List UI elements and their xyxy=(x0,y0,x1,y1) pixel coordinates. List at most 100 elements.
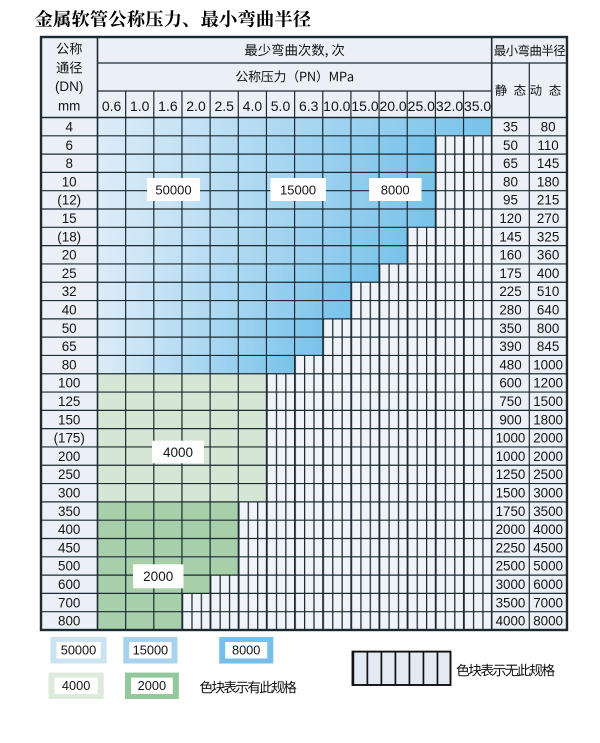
svg-text:400: 400 xyxy=(537,266,559,281)
svg-text:120: 120 xyxy=(499,211,521,226)
svg-text:400: 400 xyxy=(58,522,80,537)
svg-text:10: 10 xyxy=(62,174,77,189)
svg-text:150: 150 xyxy=(58,412,80,427)
svg-text:40: 40 xyxy=(62,303,77,318)
svg-text:300: 300 xyxy=(58,486,80,501)
svg-text:4.0: 4.0 xyxy=(243,98,263,114)
svg-text:600: 600 xyxy=(58,577,80,592)
svg-text:4: 4 xyxy=(65,120,73,135)
svg-text:160: 160 xyxy=(499,248,521,263)
svg-text:800: 800 xyxy=(537,321,559,336)
svg-text:325: 325 xyxy=(537,229,559,244)
svg-text:(DN): (DN) xyxy=(55,79,84,94)
svg-text:270: 270 xyxy=(537,211,559,226)
svg-text:350: 350 xyxy=(58,504,80,519)
svg-text:175: 175 xyxy=(499,266,521,281)
svg-text:215: 215 xyxy=(537,193,559,208)
svg-text:3000: 3000 xyxy=(496,577,526,592)
svg-text:15000: 15000 xyxy=(280,182,316,197)
svg-text:250: 250 xyxy=(58,467,80,482)
svg-text:600: 600 xyxy=(499,376,521,391)
svg-text:8000: 8000 xyxy=(232,643,260,658)
svg-text:1200: 1200 xyxy=(533,376,563,391)
svg-text:4000: 4000 xyxy=(163,445,193,460)
svg-text:50000: 50000 xyxy=(155,182,191,197)
svg-text:95: 95 xyxy=(503,193,518,208)
svg-text:280: 280 xyxy=(499,303,521,318)
svg-text:20: 20 xyxy=(62,248,77,263)
svg-text:390: 390 xyxy=(499,339,521,354)
svg-text:10.0: 10.0 xyxy=(323,98,350,114)
svg-text:2500: 2500 xyxy=(533,467,563,482)
svg-text:5000: 5000 xyxy=(533,559,563,574)
svg-text:1500: 1500 xyxy=(496,486,526,501)
svg-text:500: 500 xyxy=(58,559,80,574)
svg-text:65: 65 xyxy=(503,156,518,171)
svg-text:4000: 4000 xyxy=(62,678,90,693)
svg-text:80: 80 xyxy=(541,120,556,135)
svg-text:50000: 50000 xyxy=(61,643,97,658)
svg-text:20.0: 20.0 xyxy=(379,98,406,114)
svg-text:480: 480 xyxy=(499,357,521,372)
svg-text:900: 900 xyxy=(499,412,521,427)
svg-text:2.0: 2.0 xyxy=(186,98,206,114)
svg-text:845: 845 xyxy=(537,339,559,354)
svg-text:1.6: 1.6 xyxy=(158,98,178,114)
svg-text:1000: 1000 xyxy=(533,357,563,372)
svg-text:640: 640 xyxy=(537,303,559,318)
svg-text:8: 8 xyxy=(65,156,72,171)
svg-text:100: 100 xyxy=(58,376,80,391)
svg-text:5.0: 5.0 xyxy=(271,98,291,114)
svg-text:360: 360 xyxy=(537,248,559,263)
svg-text:50: 50 xyxy=(62,321,77,336)
svg-text:8000: 8000 xyxy=(381,182,410,197)
svg-text:700: 700 xyxy=(58,595,80,610)
svg-text:4000: 4000 xyxy=(496,614,526,629)
svg-text:7000: 7000 xyxy=(533,595,563,610)
svg-text:mm: mm xyxy=(58,98,80,113)
svg-text:15: 15 xyxy=(62,211,77,226)
svg-text:110: 110 xyxy=(537,138,558,153)
svg-text:15.0: 15.0 xyxy=(351,98,378,114)
svg-text:1000: 1000 xyxy=(496,431,526,446)
svg-text:15000: 15000 xyxy=(133,643,169,658)
svg-text:(12): (12) xyxy=(57,193,81,208)
svg-text:2.5: 2.5 xyxy=(214,98,234,114)
svg-text:80: 80 xyxy=(62,357,77,372)
svg-text:200: 200 xyxy=(58,449,80,464)
svg-text:350: 350 xyxy=(499,321,521,336)
svg-text:3500: 3500 xyxy=(533,504,563,519)
svg-text:1800: 1800 xyxy=(533,412,563,427)
svg-text:145: 145 xyxy=(537,156,559,171)
svg-text:145: 145 xyxy=(499,229,521,244)
svg-text:750: 750 xyxy=(499,394,521,409)
svg-text:2000: 2000 xyxy=(533,449,563,464)
svg-text:65: 65 xyxy=(62,339,77,354)
svg-text:0.6: 0.6 xyxy=(102,98,122,114)
svg-text:180: 180 xyxy=(537,174,559,189)
svg-text:6000: 6000 xyxy=(533,577,563,592)
svg-text:(18): (18) xyxy=(57,229,81,244)
svg-text:2000: 2000 xyxy=(143,569,173,584)
svg-text:8000: 8000 xyxy=(533,614,563,629)
svg-text:2250: 2250 xyxy=(496,540,526,555)
svg-text:800: 800 xyxy=(58,614,80,629)
svg-text:35: 35 xyxy=(503,120,518,135)
svg-text:1500: 1500 xyxy=(533,394,563,409)
svg-text:125: 125 xyxy=(58,394,80,409)
svg-text:6.3: 6.3 xyxy=(299,98,319,114)
svg-text:25: 25 xyxy=(62,266,77,281)
svg-text:4000: 4000 xyxy=(533,522,563,537)
svg-text:4500: 4500 xyxy=(533,540,563,555)
svg-text:3500: 3500 xyxy=(496,595,526,610)
svg-text:32.0: 32.0 xyxy=(436,98,463,114)
svg-text:2500: 2500 xyxy=(496,559,526,574)
svg-text:1250: 1250 xyxy=(496,467,526,482)
svg-text:35.0: 35.0 xyxy=(464,98,491,114)
svg-text:50: 50 xyxy=(503,138,518,153)
svg-text:510: 510 xyxy=(537,284,559,299)
svg-text:2000: 2000 xyxy=(496,522,526,537)
svg-text:(175): (175) xyxy=(54,431,85,446)
svg-text:25.0: 25.0 xyxy=(408,98,435,114)
svg-text:2000: 2000 xyxy=(138,678,166,693)
